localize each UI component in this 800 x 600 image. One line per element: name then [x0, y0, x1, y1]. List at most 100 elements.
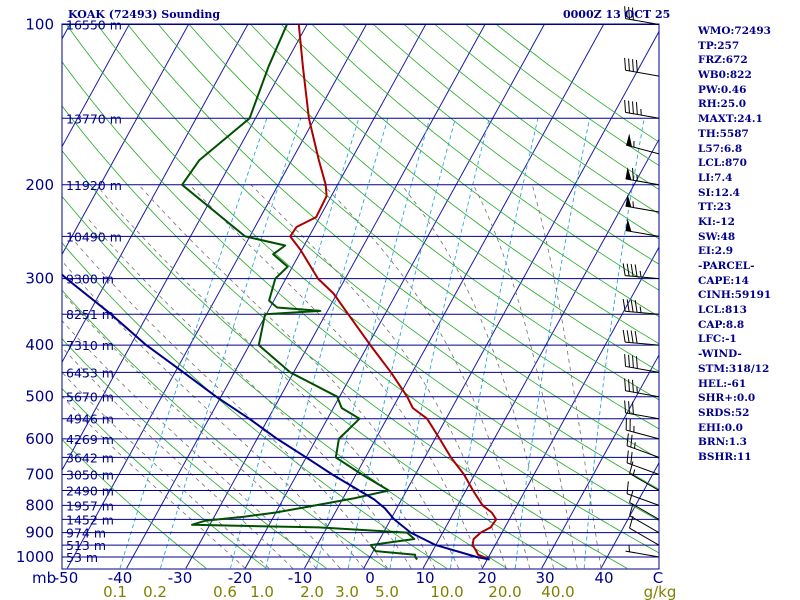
moist-adiabat	[62, 291, 341, 569]
barb-staff	[625, 69, 660, 77]
index-item: PW:0.46	[698, 83, 747, 96]
barb-flag	[628, 6, 630, 20]
mixing-ratio-label: 10.0	[430, 583, 463, 600]
index-item: CAP:8.8	[698, 318, 745, 331]
barb-pennant	[625, 194, 632, 208]
barb-staff	[625, 230, 660, 237]
barb-staff	[625, 365, 660, 373]
barb-staff	[625, 341, 660, 346]
index-item: TH:5587	[698, 127, 749, 140]
barb-flag	[629, 516, 634, 529]
isotherm	[62, 24, 131, 148]
barb-flag	[632, 355, 634, 368]
dry-adiabat	[127, 24, 659, 460]
mixing-ratio-label: 0.1	[103, 583, 127, 600]
isotherm	[62, 24, 190, 256]
pressure-tick-label: 700	[25, 466, 54, 484]
height-label: 9300 m	[66, 272, 114, 287]
barb-flag	[632, 401, 634, 415]
index-item: KI:-12	[698, 215, 735, 228]
mixing-ratio-line	[389, 118, 490, 569]
pressure-tick-label: 200	[25, 176, 54, 194]
pressure-tick-label: 900	[25, 524, 54, 542]
barb-flag	[626, 299, 630, 312]
profile-series-0	[289, 24, 498, 561]
barb-flag	[628, 354, 630, 368]
pressure-tick-label: 300	[25, 270, 54, 288]
height-label: 7310 m	[66, 338, 114, 353]
isotherm	[600, 461, 659, 569]
barb-flag	[626, 263, 630, 277]
height-label: 53 m	[66, 550, 98, 565]
dry-adiabat	[62, 242, 447, 569]
barb-flag	[624, 99, 627, 113]
barb-staff	[626, 462, 660, 475]
moist-adiabat	[531, 184, 602, 569]
barb-flag	[628, 100, 630, 114]
pressure-tick-label: 100	[25, 16, 54, 34]
dry-adiabat	[281, 24, 659, 318]
height-label: 1957 m	[66, 498, 114, 513]
wind-barb	[624, 99, 660, 119]
barb-staff	[625, 310, 660, 315]
mixing-ratio-label: 20.0	[488, 583, 521, 600]
profile-series-2	[62, 273, 490, 561]
barb-flag	[628, 401, 630, 414]
dry-adiabat	[62, 150, 568, 569]
index-item: CINH:59191	[698, 289, 772, 302]
mixing-ratio-label: 5.0	[375, 583, 399, 600]
index-list: WMO:72493 TP:257 FRZ:672 WB0:822 PW:0.46 RH:2…	[698, 24, 771, 465]
barb-flag	[622, 263, 626, 276]
barb-staff	[625, 178, 660, 186]
wind-barb	[629, 516, 660, 546]
temp-tick-label: -30	[168, 569, 193, 587]
wind-barb	[626, 433, 660, 458]
height-label: 5670 m	[66, 390, 114, 405]
wind-barb	[625, 167, 660, 186]
index-item: -WIND-	[698, 348, 742, 361]
pressure-unit-label: mb	[32, 569, 56, 587]
height-label: 8251 m	[66, 307, 114, 322]
index-item: LCL:813	[698, 304, 747, 317]
index-item: -PARCEL-	[698, 260, 755, 272]
dry-adiabat	[62, 105, 628, 569]
dry-adiabat	[66, 24, 659, 522]
height-label: 513 m	[66, 538, 106, 553]
index-item: RH:25.0	[698, 98, 747, 111]
height-label: 2490 m	[66, 483, 114, 498]
barb-flag	[626, 433, 629, 446]
barb-half-flag	[639, 306, 642, 313]
barb-flag	[630, 451, 633, 465]
barb-flag	[632, 59, 634, 72]
index-item: TT:23	[698, 201, 732, 214]
index-item: HEL:-61	[698, 377, 747, 390]
temp-tick-label: -20	[228, 569, 253, 587]
background-lines	[62, 24, 659, 569]
barb-staff	[625, 18, 660, 25]
barb-pennant	[626, 133, 632, 147]
wind-barb	[629, 503, 660, 534]
temp-tick-label: 30	[535, 569, 554, 587]
dry-adiabat	[250, 24, 659, 345]
dry-adiabat	[219, 24, 659, 372]
barb-staff	[626, 144, 660, 155]
barb-staff	[625, 275, 660, 280]
height-label: 13770 m	[66, 111, 122, 126]
moist-adiabat	[100, 190, 436, 569]
barb-flag	[626, 330, 630, 343]
pressure-tick-label: 400	[25, 336, 54, 354]
barb-staff	[626, 429, 660, 440]
temp-tick-label: -10	[288, 569, 313, 587]
isotherm	[363, 30, 659, 569]
height-label: 6453 m	[66, 365, 114, 380]
barb-staff	[626, 493, 660, 506]
barb-flag	[634, 300, 638, 313]
index-item: EI:2.9	[698, 245, 734, 258]
barb-staff	[629, 527, 660, 546]
barb-staff	[625, 412, 660, 420]
moist-adiabat	[86, 216, 412, 569]
wind-barb	[622, 263, 660, 280]
station-title: KOAK (72493) Sounding	[68, 8, 221, 21]
index-item: MAXT:24.1	[698, 113, 763, 126]
